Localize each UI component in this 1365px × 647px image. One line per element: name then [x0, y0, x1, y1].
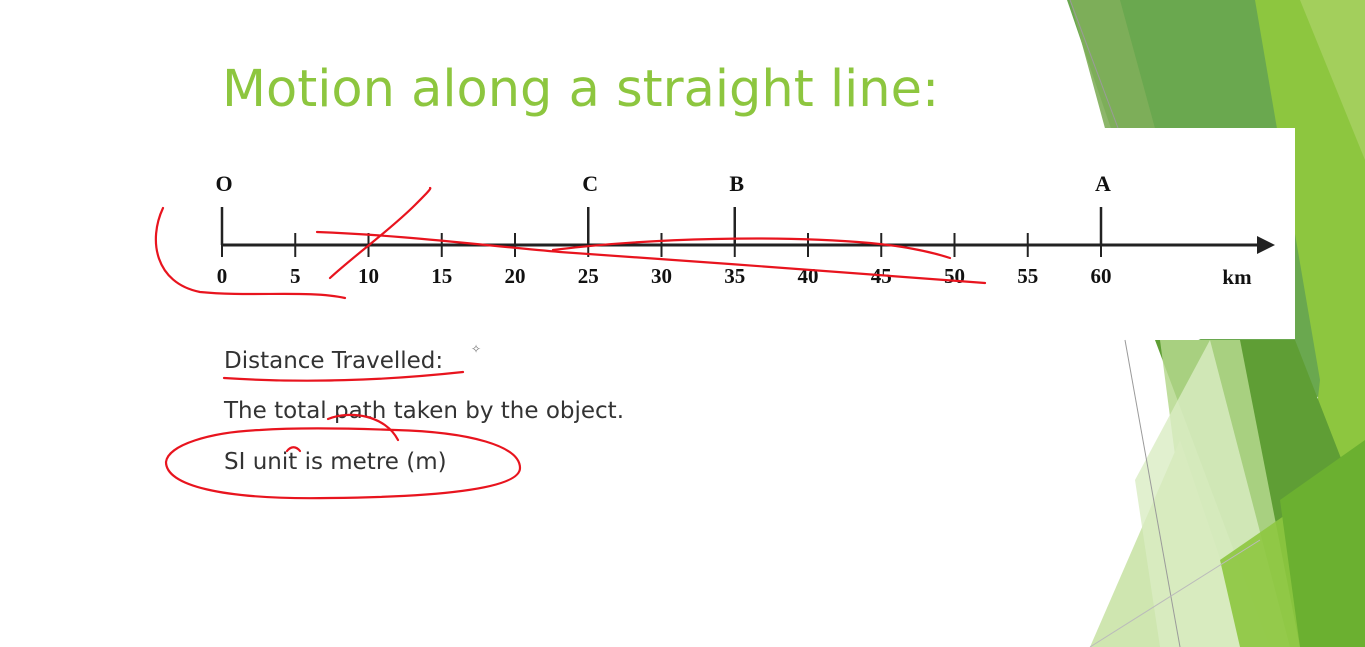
tick-label: 10 — [358, 264, 379, 288]
tick-label: 50 — [944, 264, 965, 288]
number-line-svg: 0 5 10 15 20 25 30 35 40 45 50 55 60 O C B A km — [215, 171, 1275, 289]
definition-text: The total path taken by the object. — [224, 398, 625, 424]
point-label: B — [729, 171, 744, 196]
tick-marks: 0 5 10 15 20 25 30 35 40 45 50 55 60 — [217, 233, 1112, 288]
number-line-figure: 0 5 10 15 20 25 30 35 40 45 50 55 60 O C B A km — [140, 128, 1295, 339]
slide-title: Motion along a straight line: — [222, 60, 940, 119]
point-label: O — [215, 171, 232, 196]
tick-label: 40 — [798, 264, 819, 288]
tick-label: 60 — [1091, 264, 1112, 288]
tick-label: 25 — [578, 264, 599, 288]
tick-label: 5 — [290, 264, 301, 288]
tick-label: 30 — [651, 264, 672, 288]
axis-unit-label: km — [1222, 265, 1252, 289]
tick-label: 45 — [871, 264, 892, 288]
tick-label: 15 — [431, 264, 452, 288]
tick-label: 55 — [1017, 264, 1038, 288]
axis-arrow-icon — [1257, 236, 1275, 254]
sparkle-icon: ✧ — [471, 342, 482, 356]
si-unit-text: SI unit is metre (m) — [224, 449, 447, 475]
tick-label: 35 — [724, 264, 745, 288]
point-label: A — [1095, 171, 1111, 196]
point-label: C — [582, 171, 598, 196]
tick-label: 20 — [505, 264, 526, 288]
tick-label: 0 — [217, 264, 228, 288]
distance-heading: Distance Travelled: — [224, 348, 444, 374]
